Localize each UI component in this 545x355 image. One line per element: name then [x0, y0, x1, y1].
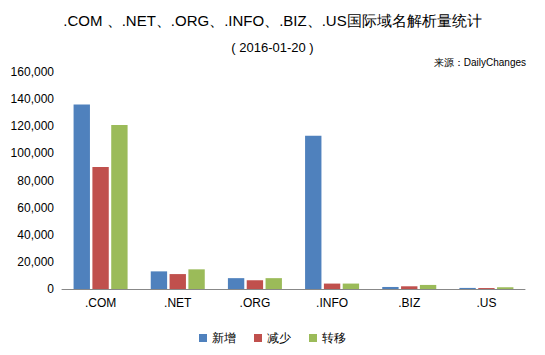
svg-text:.INFO: .INFO	[316, 296, 348, 310]
svg-text:( 2016-01-20 ): ( 2016-01-20 )	[231, 40, 313, 55]
svg-text:来源：DailyChanges: 来源：DailyChanges	[434, 57, 526, 68]
svg-text:减少: 减少	[267, 331, 291, 345]
svg-text:160,000: 160,000	[11, 65, 55, 79]
svg-text:.BIZ: .BIZ	[398, 296, 420, 310]
svg-text:.NET: .NET	[164, 296, 192, 310]
svg-text:.COM: .COM	[85, 296, 116, 310]
svg-text:0: 0	[47, 282, 54, 296]
svg-text:新增: 新增	[212, 331, 236, 345]
svg-text:.COM 、.NET、.ORG、.INFO、.BIZ、.US: .COM 、.NET、.ORG、.INFO、.BIZ、.US国际域名解析量统计	[63, 12, 481, 29]
svg-text:.ORG: .ORG	[240, 296, 271, 310]
svg-text:.US: .US	[476, 296, 496, 310]
svg-text:40,000: 40,000	[17, 228, 54, 242]
svg-text:80,000: 80,000	[17, 174, 54, 188]
svg-text:100,000: 100,000	[11, 146, 55, 160]
svg-text:120,000: 120,000	[11, 119, 55, 133]
svg-text:20,000: 20,000	[17, 255, 54, 269]
svg-text:转移: 转移	[322, 331, 346, 345]
svg-text:140,000: 140,000	[11, 92, 55, 106]
svg-text:60,000: 60,000	[17, 201, 54, 215]
